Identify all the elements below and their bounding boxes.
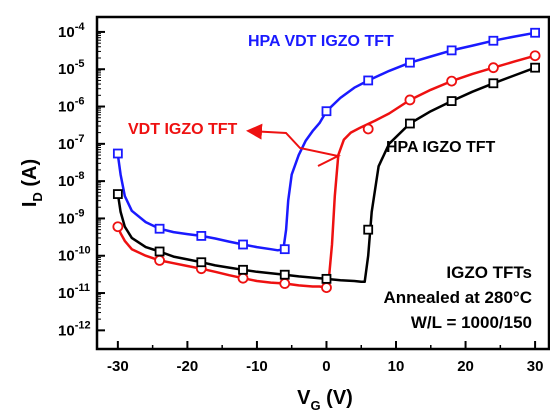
data-point-hpa-vdt — [530, 27, 540, 38]
data-point-vdt — [279, 278, 291, 289]
data-point-hpa — [238, 264, 248, 275]
x-tick-label: -20 — [177, 358, 199, 375]
x-axis-title: VG (V) — [297, 387, 353, 413]
data-point-hpa — [154, 246, 165, 257]
data-point-hpa — [321, 273, 332, 284]
data-point-hpa — [488, 78, 499, 89]
data-point-vdt — [237, 272, 249, 284]
data-point-hpa-vdt — [279, 244, 290, 255]
data-point-hpa-vdt — [363, 75, 374, 86]
y-tick-label: 10-10 — [58, 245, 91, 265]
y-tick-label: 10-9 — [58, 207, 84, 227]
y-axis-title: ID (A) — [19, 159, 45, 207]
data-point-hpa — [530, 62, 540, 73]
data-point-vdt — [362, 123, 374, 135]
x-tick-label: -30 — [107, 358, 129, 375]
data-point-vdt — [404, 94, 416, 106]
y-axis-ticks: 10-12 10-11 10-10 10-9 10-8 10-7 10-6 10-5 10-4 — [58, 21, 105, 339]
series-line-vdt — [116, 54, 536, 289]
data-point-vdt — [154, 255, 165, 266]
data-point-hpa — [363, 224, 374, 235]
series-layer — [112, 27, 541, 293]
data-point-vdt — [446, 75, 458, 87]
x-tick-label: 30 — [527, 358, 544, 375]
x-axis-ticks: -30 -20 -10 0 10 20 30 — [107, 341, 543, 375]
data-point-hpa-vdt — [196, 231, 207, 241]
series-label-hpa: HPA IGZO TFT — [386, 139, 496, 156]
data-point-hpa-vdt — [446, 45, 457, 56]
y-tick-label: 10-6 — [58, 96, 84, 116]
data-point-hpa — [196, 257, 207, 268]
annotation-wl-ratio: W/L = 1000/150 — [411, 313, 532, 332]
y-tick-label: 10-11 — [58, 282, 90, 302]
data-point-hpa-vdt — [112, 148, 123, 159]
x-tick-label: 0 — [322, 358, 330, 375]
y-tick-label: 10-8 — [58, 170, 84, 190]
data-point-vdt — [487, 62, 499, 74]
data-point-vdt — [321, 282, 332, 293]
annotation-igzo-tfts: IGZO TFTs — [446, 263, 532, 282]
data-point-vdt — [112, 221, 124, 233]
data-point-hpa — [405, 118, 415, 129]
series-label-hpa-vdt: HPA VDT IGZO TFT — [248, 33, 394, 50]
data-point-hpa-vdt — [405, 57, 415, 68]
y-tick-label: 10-5 — [58, 58, 84, 78]
y-tick-label: 10-12 — [58, 319, 91, 339]
data-point-hpa — [446, 96, 457, 106]
annotation-anneal: Annealed at 280°C — [383, 288, 532, 307]
x-tick-label: -10 — [246, 358, 268, 375]
data-point-hpa-vdt — [321, 106, 332, 117]
data-point-vdt — [529, 50, 541, 62]
vdt-label-arrow — [246, 123, 342, 167]
y-tick-label: 10-7 — [58, 133, 84, 153]
series-label-vdt: VDT IGZO TFT — [128, 121, 238, 138]
y-tick-label: 10-4 — [58, 21, 85, 41]
data-point-hpa-vdt — [238, 239, 248, 250]
data-point-hpa-vdt — [154, 223, 165, 234]
series-line-hpa-vdt — [116, 31, 536, 252]
data-point-hpa — [112, 189, 123, 199]
x-tick-label: 20 — [457, 358, 474, 375]
data-point-hpa-vdt — [488, 35, 499, 46]
data-point-hpa — [279, 269, 290, 280]
series-line-hpa — [116, 66, 536, 284]
x-tick-label: 10 — [388, 358, 405, 375]
